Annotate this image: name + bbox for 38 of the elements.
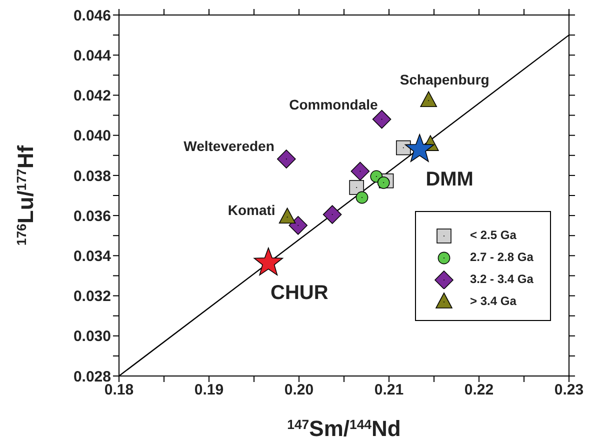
x-tick-label: 0.20 <box>284 382 314 399</box>
point <box>278 208 296 224</box>
legend-label: 2.7 - 2.8 Ga <box>470 250 534 264</box>
point <box>420 91 437 108</box>
legend-label: 3.2 - 3.4 Ga <box>470 272 534 286</box>
annotation: DMM <box>426 168 474 190</box>
point <box>322 205 342 224</box>
x-tick-label: 0.22 <box>464 382 494 399</box>
point <box>377 176 390 189</box>
annotation: CHUR <box>270 282 329 304</box>
y-tick-label: 0.042 <box>73 88 111 105</box>
point <box>350 162 370 181</box>
y-tick-label: 0.038 <box>73 168 111 185</box>
annotation: Commondale <box>289 96 378 112</box>
point <box>372 110 392 129</box>
x-axis-title: $^{147}$Sm/$^{144}$Nd <box>287 416 401 441</box>
y-tick-label: 0.030 <box>73 328 111 346</box>
y-tick-label: 0.040 <box>73 128 111 145</box>
y-tick-label: 0.044 <box>73 47 112 64</box>
point <box>404 134 434 162</box>
point <box>396 140 411 156</box>
annotation: Schapenburg <box>400 72 490 88</box>
point <box>277 150 296 168</box>
point <box>356 191 368 204</box>
annotation: Weltevereden <box>184 138 274 154</box>
point <box>254 247 284 276</box>
point <box>288 216 308 235</box>
x-tick-label: 0.19 <box>194 382 224 399</box>
x-tick-label: 0.21 <box>374 382 404 399</box>
x-tick-label: 0.23 <box>554 382 584 399</box>
y-tick-label: 0.034 <box>73 248 112 265</box>
annotation: Komati <box>228 202 276 218</box>
y-tick-label: 0.036 <box>73 208 111 225</box>
point <box>349 180 364 195</box>
legend-label: > 3.4 Ga <box>470 294 516 308</box>
y-tick-label: 0.046 <box>73 7 111 24</box>
legend-label: < 2.5 Ga <box>470 228 516 242</box>
y-tick-label: 0.032 <box>73 288 111 306</box>
